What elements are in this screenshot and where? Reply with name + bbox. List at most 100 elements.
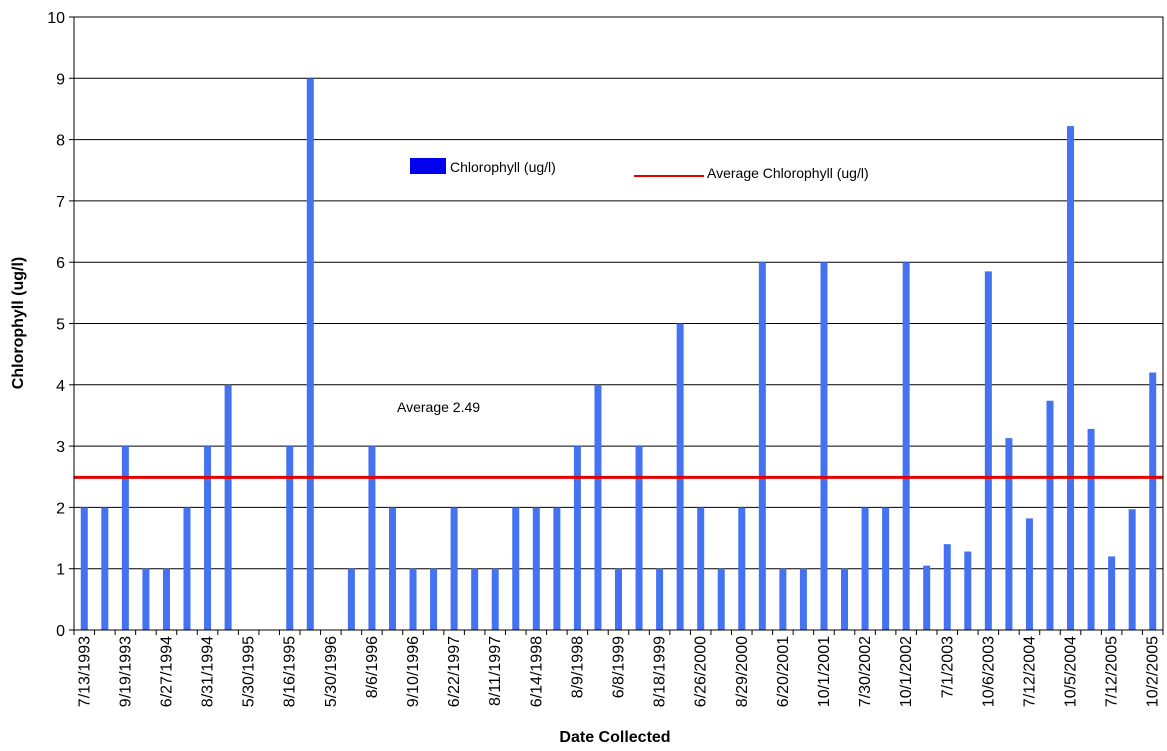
bar (491, 568, 499, 630)
axes (69, 16, 1164, 635)
bar (738, 507, 746, 630)
bar (923, 565, 931, 630)
x-tick-label: 10/1/2001 (816, 636, 833, 707)
y-tick-labels: 0 1 2 3 4 5 6 7 8 9 10 (47, 10, 65, 640)
bar (902, 262, 910, 630)
bar (162, 568, 170, 630)
x-tick-label: 8/6/1996 (364, 636, 381, 698)
bar (368, 446, 376, 630)
bar (1149, 372, 1157, 630)
bars (80, 78, 1157, 631)
legend-label-chlorophyll: Chlorophyll (ug/l) (450, 159, 556, 175)
y-tick-label: 8 (56, 133, 65, 150)
y-tick-label: 9 (56, 71, 65, 88)
average-annotation: Average 2.49 (397, 399, 480, 415)
x-tick-label: 5/30/1995 (241, 636, 258, 707)
legend-swatch-chlorophyll (410, 158, 446, 174)
bar (430, 568, 438, 630)
bar (635, 446, 643, 630)
y-tick-label: 7 (56, 194, 65, 211)
bar (697, 507, 705, 630)
bar (1087, 428, 1095, 630)
bar (471, 568, 479, 630)
y-tick-label: 4 (56, 378, 65, 395)
x-tick-label: 8/9/1998 (569, 636, 586, 698)
x-tick-label: 8/29/2000 (734, 636, 751, 707)
bar (573, 446, 581, 630)
x-tick-label: 10/2/2005 (1145, 636, 1162, 707)
bar (1108, 556, 1116, 630)
y-tick-label: 3 (56, 439, 65, 456)
y-tick-label: 1 (56, 562, 65, 579)
y-tick-label: 2 (56, 500, 65, 517)
x-tick-label: 8/18/1999 (652, 636, 669, 707)
bar (532, 507, 540, 630)
x-tick-label: 8/11/1997 (487, 636, 504, 706)
bar (183, 507, 191, 630)
bar (841, 568, 849, 630)
x-axis-title: Date Collected (559, 729, 670, 746)
legend-label-average: Average Chlorophyll (ug/l) (707, 165, 869, 181)
bar (779, 568, 787, 630)
y-tick-label: 6 (56, 255, 65, 272)
bar (306, 78, 314, 631)
y-tick-label: 5 (56, 317, 65, 334)
bar (820, 262, 828, 630)
bar (1005, 438, 1013, 630)
bar (347, 568, 355, 630)
bar (1046, 400, 1054, 630)
y-axis-title: Chlorophyll (ug/l) (10, 257, 27, 389)
bar (615, 568, 622, 630)
legend: Chlorophyll (ug/l) Average Chlorophyll (… (410, 158, 869, 181)
bar (121, 446, 129, 630)
x-tick-label: 6/20/2001 (775, 636, 792, 707)
bar (286, 446, 294, 630)
x-tick-label: 10/6/2003 (980, 636, 997, 707)
x-tick-label: 6/27/1994 (158, 636, 175, 707)
x-tick-label: 6/26/2000 (693, 636, 710, 707)
x-tick-label: 7/12/2005 (1104, 636, 1121, 707)
bar (409, 568, 417, 630)
x-tick-label: 8/31/1994 (200, 636, 217, 707)
bar (142, 568, 150, 630)
bar (656, 568, 664, 630)
bar (1025, 518, 1033, 630)
bar (1067, 126, 1075, 630)
x-tick-label: 10/1/2002 (898, 636, 915, 707)
bar (984, 271, 992, 630)
bar (861, 507, 869, 630)
bar (224, 384, 232, 630)
bar (1128, 509, 1136, 630)
x-tick-label: 7/1/2003 (939, 636, 956, 698)
bar (882, 507, 890, 630)
bar (388, 507, 396, 630)
x-tick-label: 6/8/1999 (611, 636, 628, 698)
bar (80, 507, 88, 630)
bar (450, 507, 458, 630)
x-tick-label: 9/19/1993 (117, 636, 134, 707)
y-tick-label: 10 (47, 10, 65, 27)
gridlines (74, 16, 1163, 570)
bar (101, 507, 109, 630)
bar (553, 507, 561, 630)
bar (943, 544, 951, 630)
bar (799, 568, 807, 630)
bar (204, 446, 212, 630)
bar (717, 568, 725, 630)
x-tick-label: 7/12/2004 (1021, 636, 1038, 707)
x-tick-label: 7/30/2002 (857, 636, 874, 707)
bar (512, 507, 520, 630)
x-tick-label: 10/5/2004 (1063, 636, 1080, 707)
bar (594, 384, 602, 630)
x-tick-label: 7/13/1993 (76, 636, 93, 707)
x-tick-labels: 7/13/1993 9/19/1993 6/27/1994 8/31/1994 5/30… (76, 636, 1161, 707)
x-tick-label: 6/14/1998 (528, 636, 545, 707)
bar (964, 551, 972, 630)
x-tick-label: 8/16/1995 (282, 636, 299, 707)
x-tick-label: 6/22/1997 (446, 636, 463, 707)
y-tick-label: 0 (56, 623, 65, 640)
bar (758, 262, 766, 630)
x-tick-label: 5/30/1996 (323, 636, 340, 707)
